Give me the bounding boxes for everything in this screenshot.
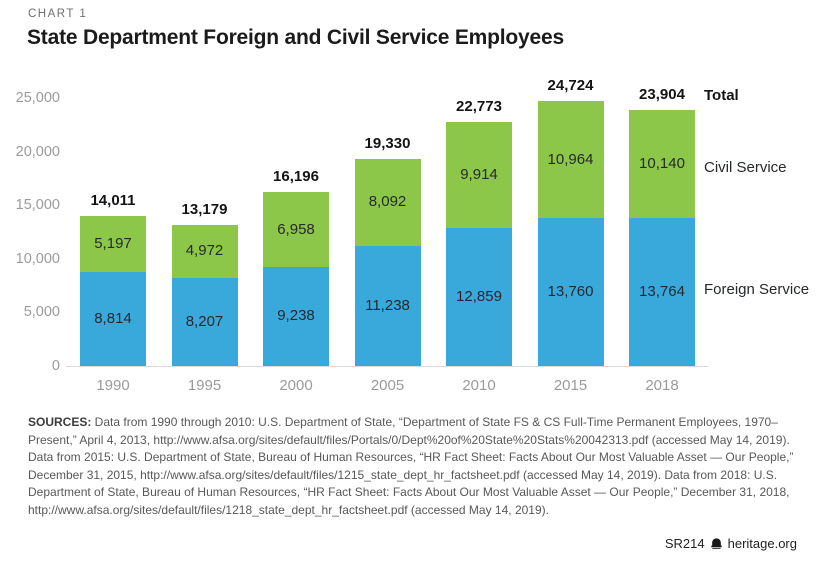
bar-total-label: 19,330	[364, 134, 411, 152]
x-axis-line	[66, 366, 708, 367]
bar-total-label: 16,196	[273, 168, 319, 186]
heritage-bell-icon	[710, 537, 723, 550]
sources-note: SOURCES: Data from 1990 through 2010: U.…	[28, 414, 800, 519]
y-axis-tick-label: 25,000	[15, 90, 60, 106]
bar-segment-foreign-service	[354, 245, 421, 366]
bar-segment-foreign-service	[263, 266, 329, 366]
bar-segment-foreign-service	[446, 228, 512, 366]
bar-value-label-foreign-service: 13,760	[547, 283, 594, 301]
page-title: State Department Foreign and Civil Servi…	[27, 26, 564, 49]
bar-segment-civil-service	[263, 192, 329, 267]
bar-value-label-foreign-service: 12,859	[456, 288, 502, 306]
bar-value-label-civil-service: 4,972	[185, 242, 224, 260]
bar-value-label-civil-service: 10,140	[639, 155, 685, 173]
bar-segment-civil-service	[537, 100, 604, 219]
bar-value-label-civil-service: 6,958	[277, 220, 315, 238]
bar-segment-civil-service	[446, 121, 512, 229]
bar-segment-civil-service	[171, 224, 238, 279]
bar-segment-foreign-service	[80, 271, 146, 366]
bar-segment-civil-service	[354, 158, 421, 246]
legend-label-foreign-service: Foreign Service	[704, 281, 810, 298]
y-axis-tick-label: 0	[51, 358, 60, 374]
y-axis-tick-label: 5,000	[23, 304, 60, 321]
x-axis-tick-label: 2000	[279, 377, 313, 394]
bar-segment-civil-service	[80, 215, 146, 272]
bar-segment-foreign-service	[537, 218, 604, 366]
bar-total-label: 23,904	[639, 85, 685, 103]
bar-value-label-foreign-service: 8,814	[94, 309, 132, 327]
footer: SR214 heritage.org	[665, 536, 797, 551]
bar-segment-foreign-service	[171, 278, 238, 366]
y-axis-tick-label: 10,000	[15, 250, 60, 267]
bar-segment-foreign-service	[629, 218, 695, 366]
bar-value-label-foreign-service: 8,207	[185, 313, 224, 330]
bar-segment-civil-service	[629, 109, 695, 219]
bar-total-label: 13,179	[181, 200, 228, 218]
x-axis-tick-label: 2015	[553, 377, 588, 394]
bar-total-label: 14,011	[90, 191, 136, 209]
bar-value-label-civil-service: 9,914	[460, 166, 498, 183]
x-axis-tick-label: 2018	[645, 377, 679, 394]
stacked-bar-chart: 0 5,000 10,000 15,000 20,000 25,000 8,814 5,197…	[15, 76, 708, 394]
bar-value-label-civil-service: 10,964	[547, 150, 594, 168]
bar-value-label-foreign-service: 9,238	[277, 307, 315, 325]
bar-value-label-foreign-service: 13,764	[639, 283, 685, 301]
y-axis-tick-label: 15,000	[15, 197, 60, 214]
bar-total-label: 24,724	[547, 76, 594, 94]
sources-text: Data from 1990 through 2010: U.S. Depart…	[28, 415, 794, 517]
chart-kicker: CHART 1	[28, 8, 88, 20]
bar-total-label: 22,773	[456, 97, 502, 115]
sources-label: SOURCES:	[28, 415, 92, 429]
report-id: SR214	[664, 536, 705, 551]
x-axis-tick-label: 2010	[462, 377, 496, 394]
footer-site: heritage.org	[727, 536, 797, 551]
x-axis-tick-label: 1995	[187, 377, 222, 394]
legend-label-civil-service: Civil Service	[704, 159, 787, 176]
bar-value-label-foreign-service: 11,238	[365, 296, 410, 314]
bar-value-label-civil-service: 5,197	[94, 234, 132, 252]
y-axis-tick-label: 20,000	[15, 143, 60, 160]
x-axis-tick-label: 2005	[370, 377, 405, 394]
bar-value-label-civil-service: 8,092	[368, 193, 407, 211]
x-axis-tick-label: 1990	[96, 377, 130, 394]
legend-label-total: Total	[704, 87, 739, 104]
